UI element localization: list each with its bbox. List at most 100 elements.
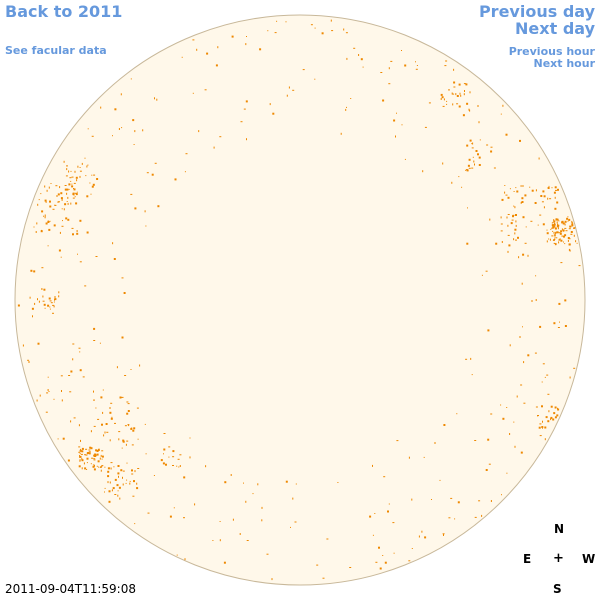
facula-speck bbox=[513, 191, 515, 192]
facula-speck bbox=[455, 93, 457, 96]
facula-speck bbox=[542, 190, 545, 193]
facula-speck bbox=[79, 167, 81, 168]
facula-speck bbox=[112, 487, 115, 490]
facula-speck bbox=[106, 431, 109, 433]
facula-speck bbox=[576, 242, 578, 244]
facula-speck bbox=[52, 304, 55, 306]
facula-speck bbox=[560, 239, 563, 242]
facula-speck bbox=[93, 174, 96, 176]
facula-speck bbox=[552, 418, 555, 421]
facula-speck bbox=[60, 197, 63, 200]
facula-speck bbox=[551, 235, 554, 237]
facula-speck bbox=[96, 465, 98, 467]
facula-speck bbox=[539, 423, 542, 425]
facula-speck bbox=[542, 223, 545, 226]
facula-speck bbox=[451, 181, 453, 184]
facula-speck bbox=[36, 222, 38, 225]
facula-speck bbox=[514, 232, 516, 235]
facula-speck bbox=[401, 50, 402, 51]
facula-speck bbox=[446, 103, 448, 105]
facula-speck bbox=[119, 396, 122, 399]
previous-hour-link[interactable]: Previous hour bbox=[508, 45, 595, 58]
see-facular-data-link[interactable]: See facular data bbox=[5, 44, 107, 57]
facula-speck bbox=[96, 178, 99, 180]
facula-speck bbox=[134, 207, 137, 210]
facula-speck bbox=[46, 392, 49, 394]
facula-speck bbox=[107, 475, 110, 478]
facula-speck bbox=[404, 158, 406, 160]
facula-speck bbox=[474, 516, 477, 518]
facula-speck bbox=[542, 427, 543, 429]
facula-speck bbox=[120, 93, 122, 96]
facula-speck bbox=[569, 225, 572, 228]
facula-speck bbox=[144, 423, 146, 425]
facula-speck bbox=[119, 497, 121, 500]
facula-speck bbox=[514, 228, 517, 231]
facula-speck bbox=[126, 462, 128, 464]
facula-speck bbox=[90, 430, 92, 433]
facula-speck bbox=[54, 296, 56, 298]
facula-speck bbox=[163, 433, 166, 434]
facula-speck bbox=[76, 191, 78, 193]
facula-speck bbox=[573, 367, 576, 369]
facula-speck bbox=[415, 61, 416, 63]
facula-speck bbox=[292, 497, 294, 500]
facula-speck bbox=[441, 96, 444, 99]
facula-speck bbox=[443, 98, 445, 101]
facula-speck bbox=[472, 142, 474, 145]
facula-speck bbox=[71, 227, 74, 229]
facula-speck bbox=[68, 188, 70, 190]
facula-speck bbox=[511, 219, 514, 221]
facula-speck bbox=[495, 242, 498, 245]
facula-speck bbox=[554, 243, 556, 246]
facula-speck bbox=[547, 187, 550, 189]
facula-speck bbox=[39, 394, 41, 397]
facula-speck bbox=[456, 413, 458, 415]
facula-speck bbox=[65, 217, 68, 220]
facula-speck bbox=[569, 249, 571, 252]
facula-speck bbox=[192, 92, 194, 94]
facula-speck bbox=[554, 242, 556, 244]
facula-speck bbox=[64, 188, 67, 191]
facula-speck bbox=[219, 539, 221, 542]
facula-speck bbox=[78, 446, 81, 448]
facula-speck bbox=[130, 78, 132, 80]
next-hour-link[interactable]: Next hour bbox=[533, 57, 596, 70]
facula-speck bbox=[121, 396, 124, 398]
faculae-layer bbox=[17, 19, 581, 581]
facula-speck bbox=[67, 218, 70, 221]
facula-speck bbox=[535, 406, 538, 408]
facula-speck bbox=[360, 58, 363, 61]
facula-speck bbox=[467, 207, 468, 209]
facula-speck bbox=[107, 470, 110, 473]
back-to-2011-link[interactable]: Back to 2011 bbox=[5, 2, 123, 21]
facula-speck bbox=[183, 476, 186, 479]
facula-speck bbox=[144, 210, 146, 213]
facula-speck bbox=[61, 208, 63, 210]
facula-speck bbox=[521, 201, 524, 203]
facula-speck bbox=[45, 200, 47, 203]
facula-speck bbox=[372, 464, 373, 467]
facula-speck bbox=[474, 163, 475, 166]
facula-speck bbox=[535, 299, 537, 301]
facula-speck bbox=[47, 245, 49, 247]
facula-speck bbox=[489, 218, 491, 221]
facula-speck bbox=[28, 361, 30, 363]
facula-speck bbox=[547, 420, 550, 423]
facula-speck bbox=[45, 222, 48, 225]
facula-speck bbox=[540, 195, 543, 197]
facula-speck bbox=[185, 153, 188, 155]
facula-speck bbox=[369, 515, 372, 518]
next-day-link[interactable]: Next day bbox=[515, 19, 595, 38]
previous-day-link[interactable]: Previous day bbox=[478, 2, 595, 21]
facula-speck bbox=[470, 357, 472, 360]
facula-speck bbox=[553, 234, 556, 236]
facula-speck bbox=[102, 411, 104, 414]
facula-speck bbox=[555, 189, 557, 191]
facula-speck bbox=[375, 561, 378, 563]
facula-speck bbox=[36, 399, 38, 402]
facula-speck bbox=[422, 170, 424, 173]
facula-speck bbox=[132, 429, 135, 432]
facula-speck bbox=[29, 296, 31, 299]
facula-speck bbox=[60, 192, 63, 195]
